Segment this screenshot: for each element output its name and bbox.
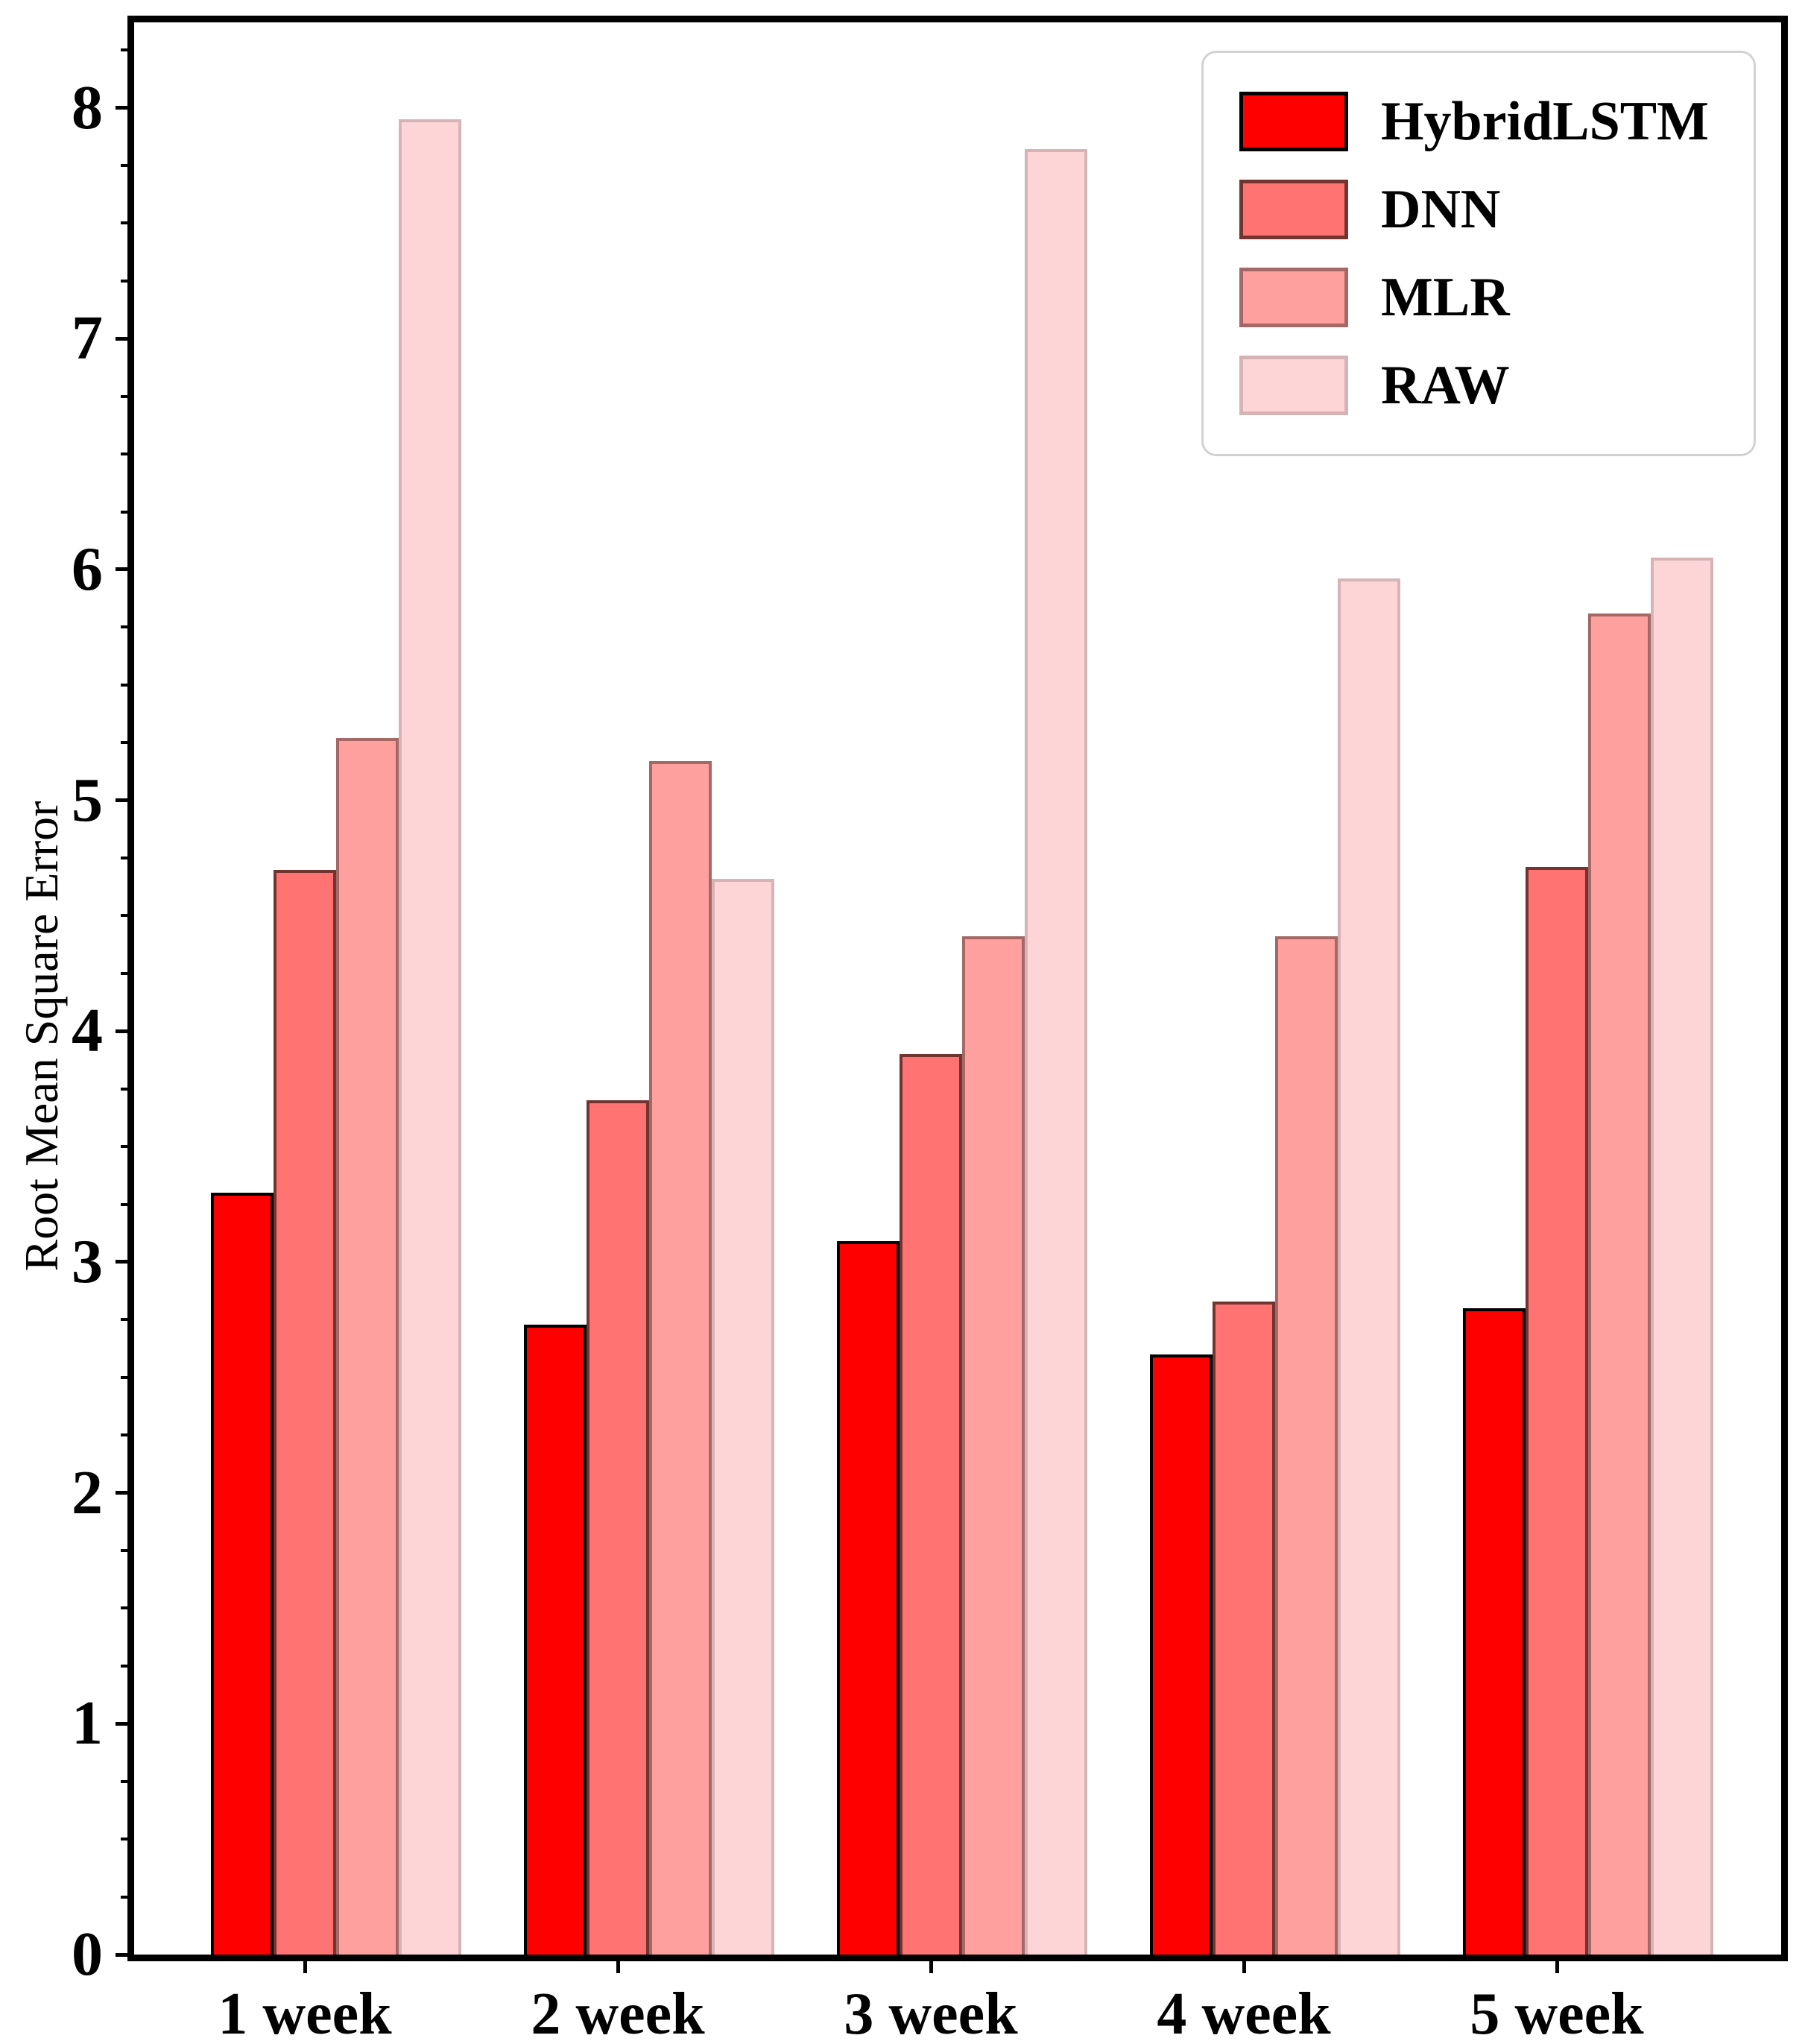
y-minor-tick bbox=[121, 1145, 127, 1149]
y-tick-label: 6 bbox=[72, 534, 103, 604]
bar bbox=[399, 119, 461, 1955]
y-minor-tick bbox=[121, 48, 127, 52]
y-axis: 0 1 2 3 4 5 6 7 8 bbox=[72, 22, 1781, 1986]
bar bbox=[837, 1241, 900, 1955]
x-tick-label: 2 week bbox=[531, 1981, 705, 2044]
y-minor-tick bbox=[121, 510, 127, 514]
y-tick-label: 2 bbox=[72, 1457, 103, 1527]
x-tick-label: 5 week bbox=[1470, 1981, 1644, 2044]
y-minor-tick bbox=[121, 452, 127, 456]
y-minor-tick bbox=[121, 1549, 127, 1553]
y-minor-tick bbox=[121, 625, 127, 629]
y-tick bbox=[116, 1721, 127, 1726]
bar bbox=[962, 936, 1025, 1955]
bar bbox=[712, 878, 774, 1955]
legend-item: RAW bbox=[1239, 356, 1709, 415]
y-minor-tick bbox=[121, 221, 127, 225]
x-tick bbox=[1555, 1961, 1559, 1973]
bar bbox=[649, 760, 712, 1955]
bar bbox=[1588, 613, 1651, 1955]
bar bbox=[1526, 867, 1588, 1955]
y-tick bbox=[116, 1260, 127, 1264]
x-tick-label: 4 week bbox=[1157, 1981, 1331, 2044]
y-tick bbox=[116, 106, 127, 110]
y-minor-tick bbox=[121, 1895, 127, 1899]
plot-area: 0 1 2 3 4 5 6 7 8 1 week 2 week 3 week 4 week 5 week… bbox=[72, 16, 1788, 2044]
y-tick bbox=[116, 567, 127, 572]
bar bbox=[587, 1100, 649, 1955]
y-tick bbox=[116, 798, 127, 803]
y-minor-tick bbox=[121, 1433, 127, 1437]
y-tick-label: 8 bbox=[72, 72, 103, 142]
y-minor-tick bbox=[121, 1779, 127, 1783]
legend-swatch-dnn bbox=[1239, 180, 1348, 239]
y-tick-label: 0 bbox=[72, 1920, 103, 1989]
legend-label: HybridLSTM bbox=[1381, 91, 1709, 152]
y-tick-label: 3 bbox=[72, 1226, 103, 1296]
x-tick bbox=[616, 1961, 620, 1973]
bar bbox=[1150, 1354, 1213, 1955]
y-minor-tick bbox=[121, 971, 127, 975]
y-minor-tick bbox=[121, 1664, 127, 1668]
x-tick bbox=[303, 1961, 307, 1973]
bar bbox=[900, 1054, 962, 1955]
legend: HybridLSTM DNN MLR RAW bbox=[1201, 51, 1756, 456]
x-tick-label: 3 week bbox=[844, 1981, 1018, 2044]
bar bbox=[1275, 936, 1338, 1955]
y-tick-label: 1 bbox=[72, 1688, 103, 1758]
y-tick bbox=[116, 336, 127, 341]
y-minor-tick bbox=[121, 1087, 127, 1091]
legend-swatch-raw bbox=[1239, 356, 1348, 415]
legend-swatch-mlr bbox=[1239, 268, 1348, 327]
x-tick bbox=[1242, 1961, 1246, 1973]
y-minor-tick bbox=[121, 279, 127, 283]
y-minor-tick bbox=[121, 1606, 127, 1610]
legend-item: DNN bbox=[1239, 180, 1709, 239]
y-tick bbox=[116, 1491, 127, 1495]
y-tick-label: 4 bbox=[72, 996, 103, 1066]
y-minor-tick bbox=[121, 1202, 127, 1206]
bar bbox=[211, 1193, 274, 1955]
legend-label: RAW bbox=[1381, 355, 1510, 416]
legend-label: MLR bbox=[1381, 267, 1510, 328]
x-tick bbox=[929, 1961, 933, 1973]
bar bbox=[1338, 578, 1400, 1955]
y-minor-tick bbox=[121, 1375, 127, 1379]
legend-item: MLR bbox=[1239, 268, 1709, 327]
y-minor-tick bbox=[121, 164, 127, 167]
bar bbox=[274, 869, 336, 1955]
y-minor-tick bbox=[121, 1838, 127, 1841]
y-minor-tick bbox=[121, 683, 127, 687]
y-axis-label: Root Mean Square Error bbox=[15, 801, 68, 1272]
bar bbox=[1651, 558, 1713, 1955]
legend-swatch-hybridlstm bbox=[1239, 92, 1348, 151]
y-tick-label: 7 bbox=[72, 303, 103, 373]
legend-item: HybridLSTM bbox=[1239, 92, 1709, 151]
y-tick bbox=[116, 1029, 127, 1033]
bar bbox=[1025, 149, 1087, 1955]
bars-layer bbox=[134, 22, 1781, 1955]
y-minor-tick bbox=[121, 914, 127, 918]
legend-label: DNN bbox=[1381, 179, 1501, 240]
y-minor-tick bbox=[121, 1318, 127, 1322]
bar bbox=[524, 1324, 587, 1955]
x-axis: 1 week 2 week 3 week 4 week 5 week bbox=[134, 22, 1781, 2044]
y-minor-tick bbox=[121, 741, 127, 745]
y-minor-tick bbox=[121, 857, 127, 860]
y-tick-label: 5 bbox=[72, 765, 103, 835]
x-tick-label: 1 week bbox=[218, 1981, 392, 2044]
bar bbox=[1463, 1308, 1526, 1955]
bar bbox=[1213, 1301, 1275, 1955]
bar bbox=[336, 738, 399, 1955]
y-minor-tick bbox=[121, 394, 127, 398]
y-tick bbox=[116, 1952, 127, 1957]
